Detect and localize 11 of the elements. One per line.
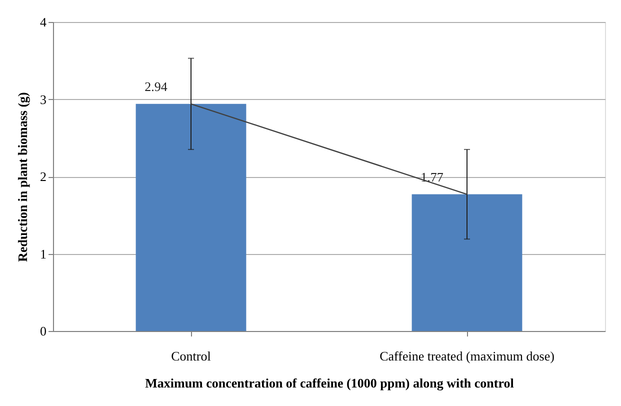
y-tick-label: 0 xyxy=(40,324,46,338)
y-tick-label: 2 xyxy=(40,169,46,184)
y-tick-label: 1 xyxy=(40,246,46,262)
y-tick-label: 3 xyxy=(40,92,46,107)
data-label: 1.77 xyxy=(420,169,444,184)
x-tick-label: Caffeine treated (maximum dose) xyxy=(380,348,554,364)
x-tick-label: Control xyxy=(171,348,212,364)
y-tick-label: 4 xyxy=(40,14,47,30)
data-label: 2.94 xyxy=(144,78,168,94)
x-axis-title: Maximum concentration of caffeine (1000 ppm) along with control xyxy=(145,376,514,390)
y-axis-title: Reduction in plant biomass (g) xyxy=(15,92,30,262)
